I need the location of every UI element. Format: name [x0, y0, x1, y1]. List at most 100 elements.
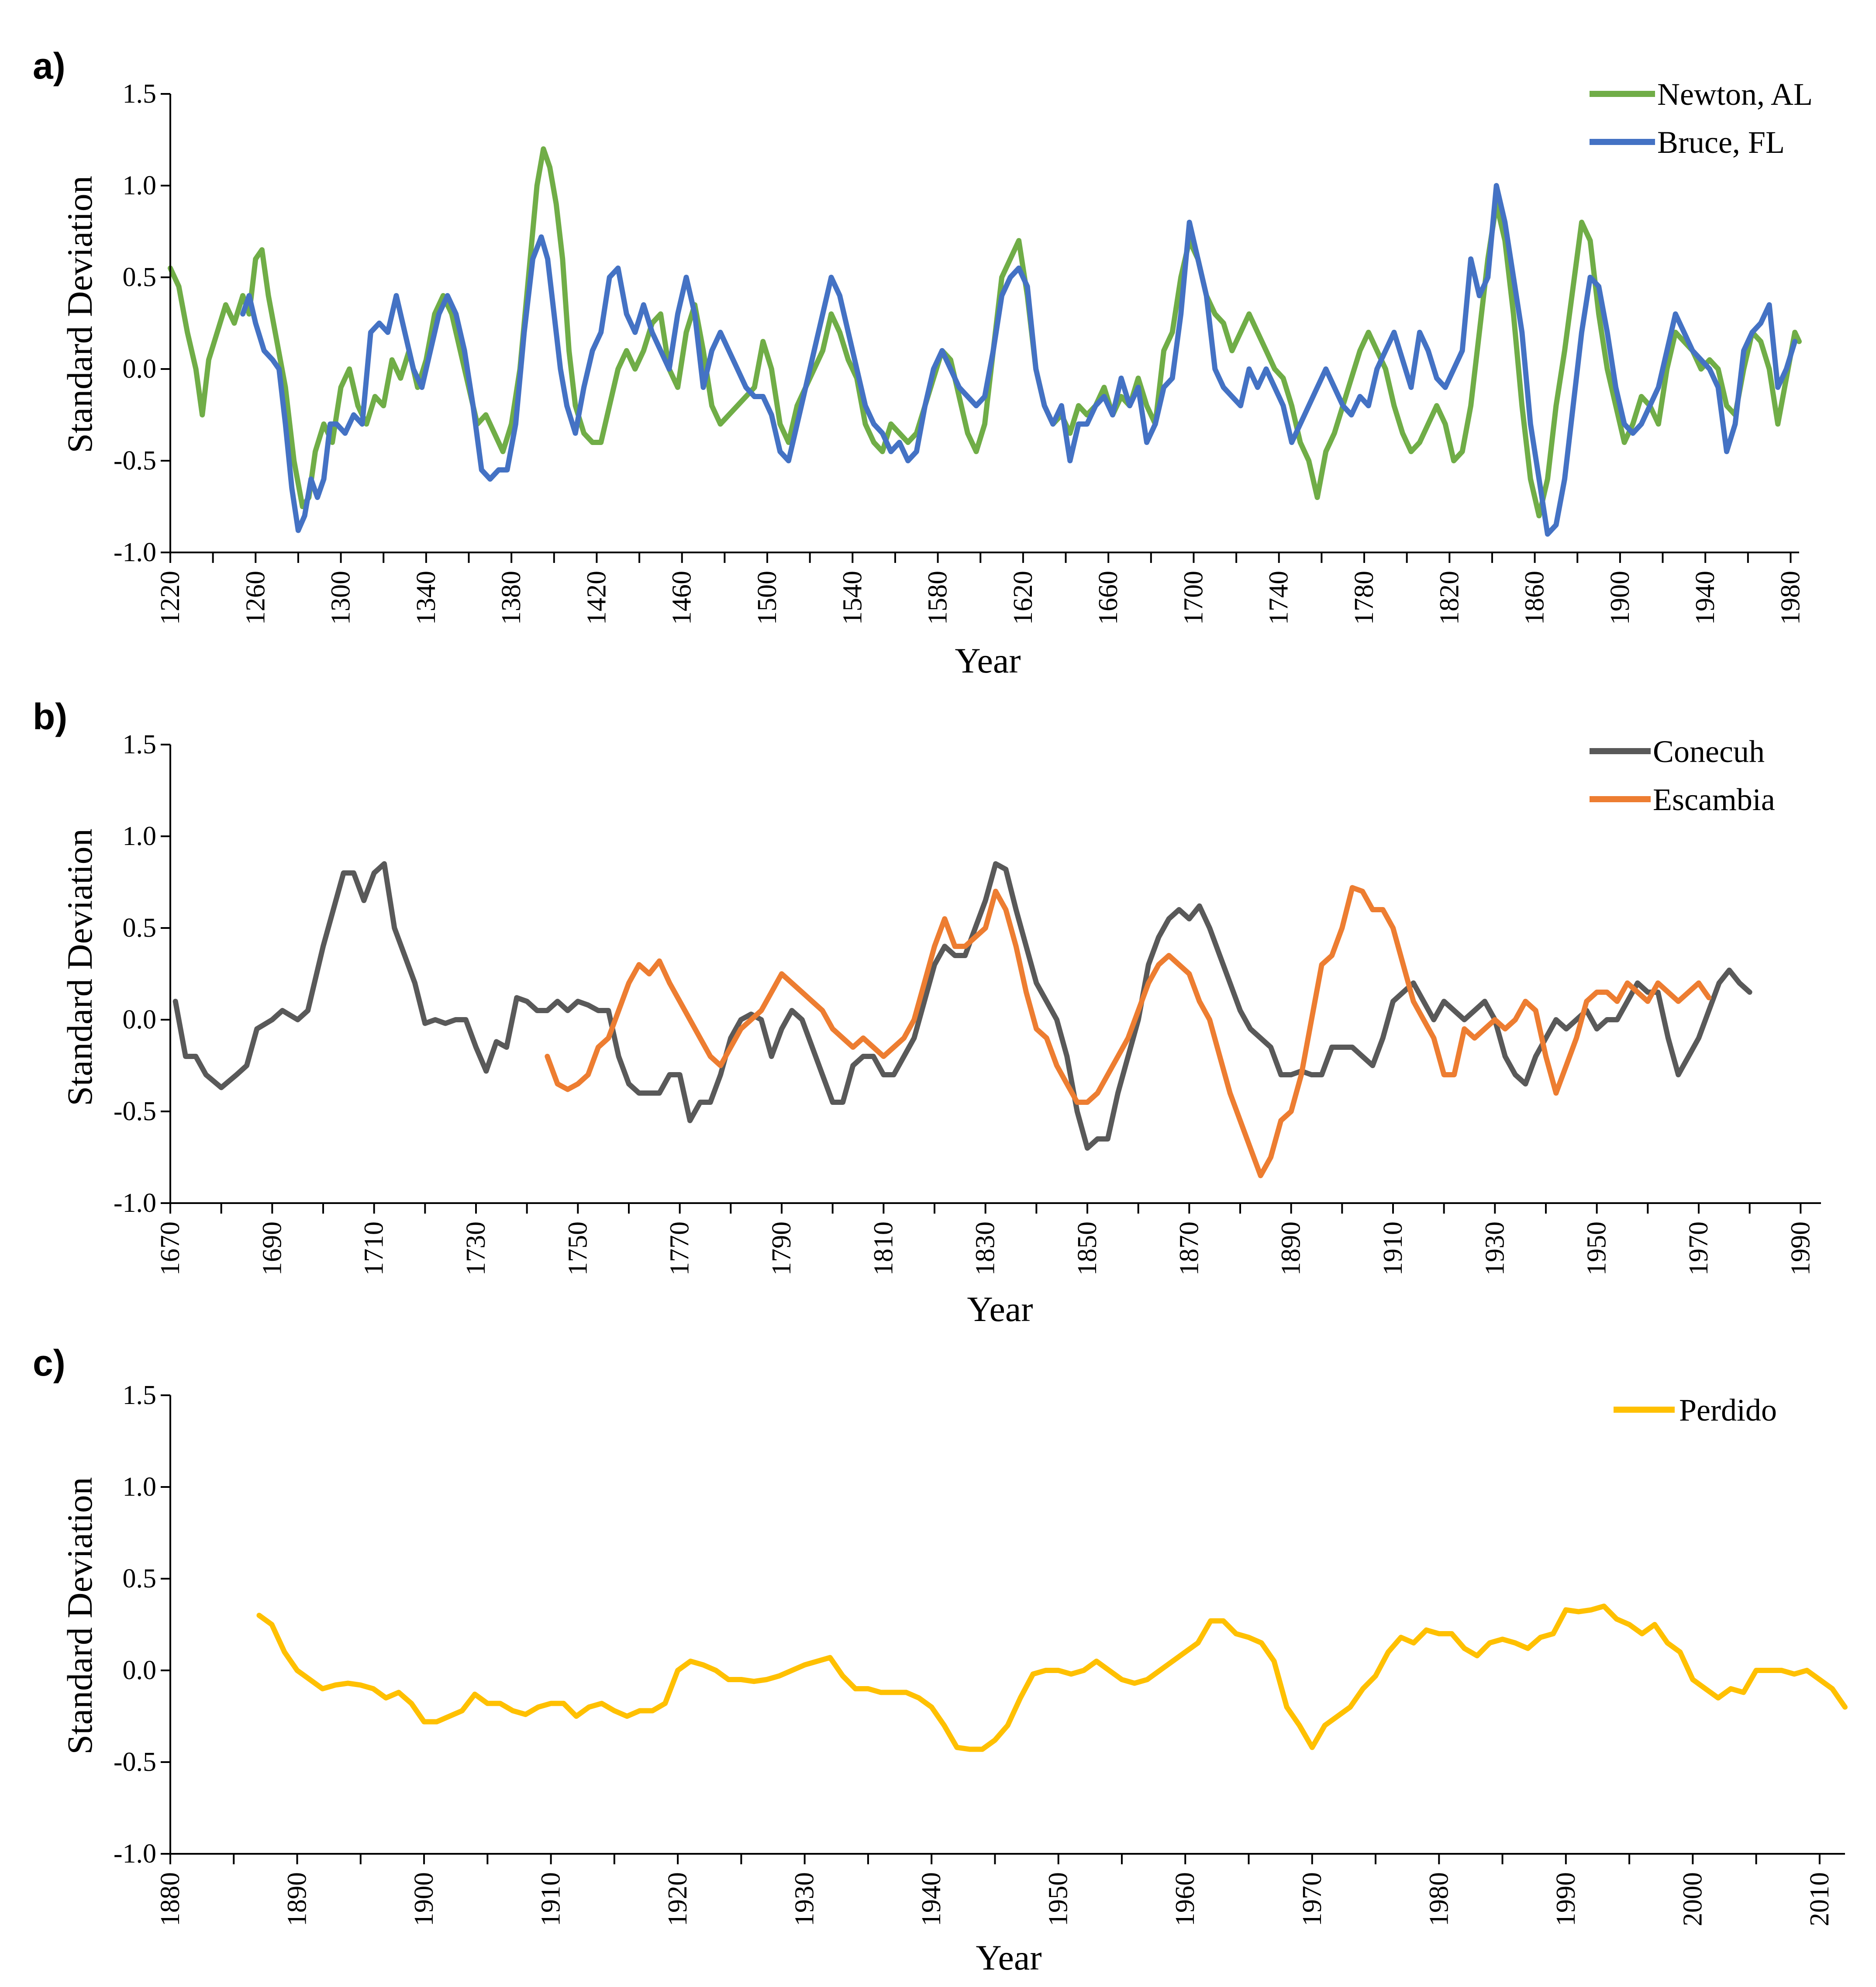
panel-b-x-tick-label: 1850: [1072, 1221, 1102, 1276]
panel-a-legend: Newton, AL Bruce, FL: [1590, 77, 1813, 160]
panel-b-y-tick-label: 1.5: [123, 730, 157, 759]
panel-a-y-tick-label: -0.5: [114, 446, 156, 476]
panel-b-y-tick-label: -1.0: [114, 1188, 156, 1218]
panel-a-x-tick-label: 1460: [667, 571, 697, 625]
panel-c-x-tick-label: 1970: [1297, 1872, 1327, 1926]
panel-c-legend: Perdido: [1614, 1393, 1777, 1428]
panel-c-y-tick-label: 0.5: [123, 1564, 157, 1594]
panel-c-series-layer: [256, 1604, 1848, 1752]
panel-a-x-tick-label: 1260: [241, 571, 270, 625]
panel-c-x-tick-label: 1910: [536, 1872, 566, 1926]
panel-a-x-tick-label: 1500: [752, 571, 782, 625]
panel-b-x-tick-label: 1830: [971, 1221, 1000, 1276]
panel-c-x-tick-label: 2000: [1678, 1872, 1707, 1926]
panel-c-x-tick-label: 1980: [1424, 1872, 1454, 1926]
panel-b-x-tick-label: 1910: [1378, 1221, 1408, 1276]
legend-label-newton-al: Newton, AL: [1657, 77, 1813, 112]
panel-b-y-tick-label: 0.0: [123, 1005, 157, 1035]
panel-c-x-tick-label: 1920: [663, 1872, 693, 1926]
panel-b-x-tick-label: 1790: [767, 1221, 797, 1276]
panel-c-x-tick-label: 1880: [155, 1872, 185, 1926]
panel-a-x-tick-label: 1340: [411, 571, 441, 625]
panel-a-x-tick-label: 1940: [1690, 571, 1720, 625]
panel-a-x-axis-title: Year: [955, 641, 1021, 680]
panel-b-x-tick-label: 1730: [461, 1221, 491, 1276]
panel-b-x-tick-label: 1710: [359, 1221, 389, 1276]
panel-c-y-axis-title: Standard Deviation: [60, 1477, 100, 1754]
panel-c-y-tick-label: -1.0: [114, 1839, 156, 1869]
panel-b-series-line-conecuh: [172, 861, 1752, 1151]
panel-b-x-tick-label: 1950: [1582, 1221, 1612, 1276]
panel-a-y-tick-label: -1.0: [114, 538, 156, 567]
panel-b: b) Standard Deviation Year 1.5 1.0 0.5 0.0 -…: [33, 696, 1821, 1329]
legend-label-bruce-fl: Bruce, FL: [1657, 125, 1785, 160]
legend-label-conecuh: Conecuh: [1653, 734, 1765, 769]
panel-a-x-tick-label: 1900: [1605, 571, 1635, 625]
panel-a-y-tick-label: 0.5: [123, 262, 157, 292]
panel-a-x-tick-label: 1300: [326, 571, 356, 625]
panel-c: c) Standard Deviation Year 1.5 1.0 0.5 0.0 -…: [33, 1342, 1848, 1977]
panel-b-x-tick-label: 1890: [1276, 1221, 1306, 1276]
panel-b-series-layer: [172, 861, 1752, 1178]
panel-a-y-tick-label: 0.0: [123, 354, 157, 384]
panel-b-letter: b): [33, 696, 67, 737]
panel-c-y-tick-label: 1.5: [123, 1380, 157, 1410]
panel-a-x-tick-label: 1540: [838, 571, 867, 625]
panel-a-y-axis-title: Standard Deviation: [60, 176, 100, 453]
panel-c-x-tick-label: 1900: [409, 1872, 439, 1926]
panel-a-letter: a): [33, 45, 66, 86]
panel-c-x-tick-label: 1990: [1551, 1872, 1581, 1926]
panel-a-x-tick-label: 1740: [1264, 571, 1294, 625]
panel-a-x-tick-label: 1580: [923, 571, 953, 625]
panel-b-x-tick-label: 1930: [1480, 1221, 1510, 1276]
panel-a-x-tick-label: 1780: [1349, 571, 1379, 625]
panel-a-x-tick-label: 1220: [155, 571, 185, 625]
panel-b-x-tick-label: 1990: [1786, 1221, 1815, 1276]
panel-a-x-tick-label: 1420: [582, 571, 611, 625]
panel-c-x-axis-title: Year: [976, 1938, 1041, 1977]
panel-c-y-tick-label: 1.0: [123, 1472, 157, 1502]
panel-c-x-tick-label: 1960: [1170, 1872, 1200, 1926]
panel-b-y-tick-label: -0.5: [114, 1097, 156, 1126]
panel-b-y-tick-label: 0.5: [123, 913, 157, 943]
panel-b-x-tick-label: 1690: [257, 1221, 287, 1276]
panel-c-x-tick-label: 2010: [1805, 1872, 1835, 1926]
panel-b-x-tick-label: 1670: [155, 1221, 185, 1276]
panel-a-x-tick-label: 1380: [497, 571, 526, 625]
panel-c-x-tick-label: 1950: [1044, 1872, 1073, 1926]
panel-b-x-tick-label: 1810: [869, 1221, 898, 1276]
panel-a-axes-layer: 1.5 1.0 0.5 0.0 -0.5 -1.0 1220 1260 1300 1340 1380…: [114, 79, 1806, 625]
panel-b-x-tick-label: 1750: [563, 1221, 593, 1276]
panel-b-x-tick-label: 1970: [1684, 1221, 1714, 1276]
panel-a-x-tick-label: 1620: [1008, 571, 1038, 625]
panel-c-x-tick-label: 1930: [790, 1872, 820, 1926]
panel-c-y-tick-label: -0.5: [114, 1747, 156, 1777]
panel-b-series-line-escambia: [545, 885, 1712, 1178]
panel-a-y-tick-label: 1.5: [123, 79, 157, 109]
panel-b-y-tick-label: 1.0: [123, 821, 157, 851]
panel-a-series-layer: [168, 146, 1802, 537]
panel-b-y-axis-title: Standard Deviation: [60, 828, 100, 1106]
panel-a-x-tick-label: 1700: [1179, 571, 1208, 625]
panel-c-letter: c): [33, 1342, 66, 1383]
panel-b-x-tick-label: 1770: [665, 1221, 695, 1276]
panel-a-series-line-newton-al: [168, 146, 1802, 518]
panel-c-y-tick-label: 0.0: [123, 1656, 157, 1685]
panel-c-x-tick-label: 1940: [917, 1872, 946, 1926]
panel-b-legend: Conecuh Escambia: [1590, 734, 1775, 817]
panel-b-x-axis-title: Year: [967, 1289, 1033, 1329]
panel-a-x-tick-label: 1860: [1520, 571, 1550, 625]
legend-label-perdido: Perdido: [1679, 1393, 1777, 1428]
panel-c-x-tick-label: 1890: [283, 1872, 312, 1926]
panel-a-x-tick-label: 1980: [1776, 571, 1805, 625]
panel-c-series-line-perdido: [256, 1604, 1848, 1752]
panel-b-x-tick-label: 1870: [1174, 1221, 1204, 1276]
panel-a-x-tick-label: 1660: [1093, 571, 1123, 625]
panel-a-x-tick-label: 1820: [1435, 571, 1464, 625]
legend-label-escambia: Escambia: [1653, 782, 1775, 817]
panel-a-series-line-bruce-fl: [240, 183, 1798, 537]
panel-a-y-tick-label: 1.0: [123, 171, 157, 200]
